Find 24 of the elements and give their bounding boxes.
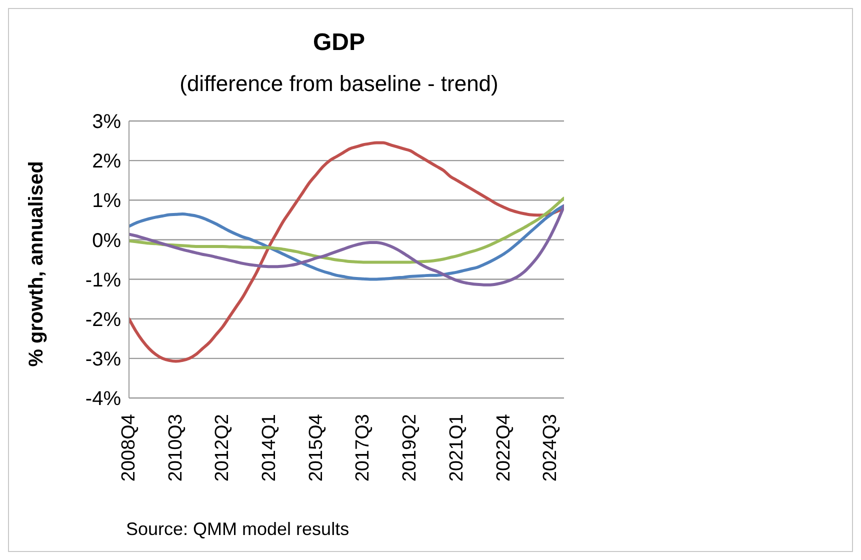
- x-tick-label: 2010Q3: [165, 414, 186, 482]
- chart-title: GDP: [312, 29, 366, 57]
- source-note: Source: QMM model results: [126, 519, 350, 540]
- x-tick-label: 2022Q4: [493, 414, 514, 482]
- x-tick-label: 2019Q2: [400, 414, 421, 482]
- x-tick-label: 2021Q1: [446, 414, 468, 482]
- x-tick-label: 2008Q4: [118, 414, 140, 482]
- x-tick-label: 2012Q2: [212, 414, 234, 482]
- y-tick-label: 0%: [92, 230, 122, 252]
- y-tick-label: 3%: [92, 111, 122, 134]
- x-tick-label: 2024Q3: [540, 414, 562, 482]
- x-tick-label: 2014Q1: [259, 414, 280, 482]
- x-tick-label: 2015Q4: [306, 414, 327, 482]
- y-tick-label: 1%: [92, 190, 122, 212]
- y-tick-label: -3%: [85, 348, 122, 371]
- chart-subtitle: (difference from baseline - trend): [178, 71, 500, 97]
- y-tick-label: -1%: [85, 269, 122, 292]
- y-tick-label: -4%: [85, 388, 122, 410]
- y-tick-label: 2%: [92, 150, 122, 173]
- line-series: [129, 196, 564, 264]
- x-tick-label: 2017Q3: [352, 414, 374, 482]
- line-series: [129, 141, 564, 363]
- y-axis-title: % growth, annualised: [26, 161, 48, 367]
- y-tick-label: -2%: [85, 308, 122, 331]
